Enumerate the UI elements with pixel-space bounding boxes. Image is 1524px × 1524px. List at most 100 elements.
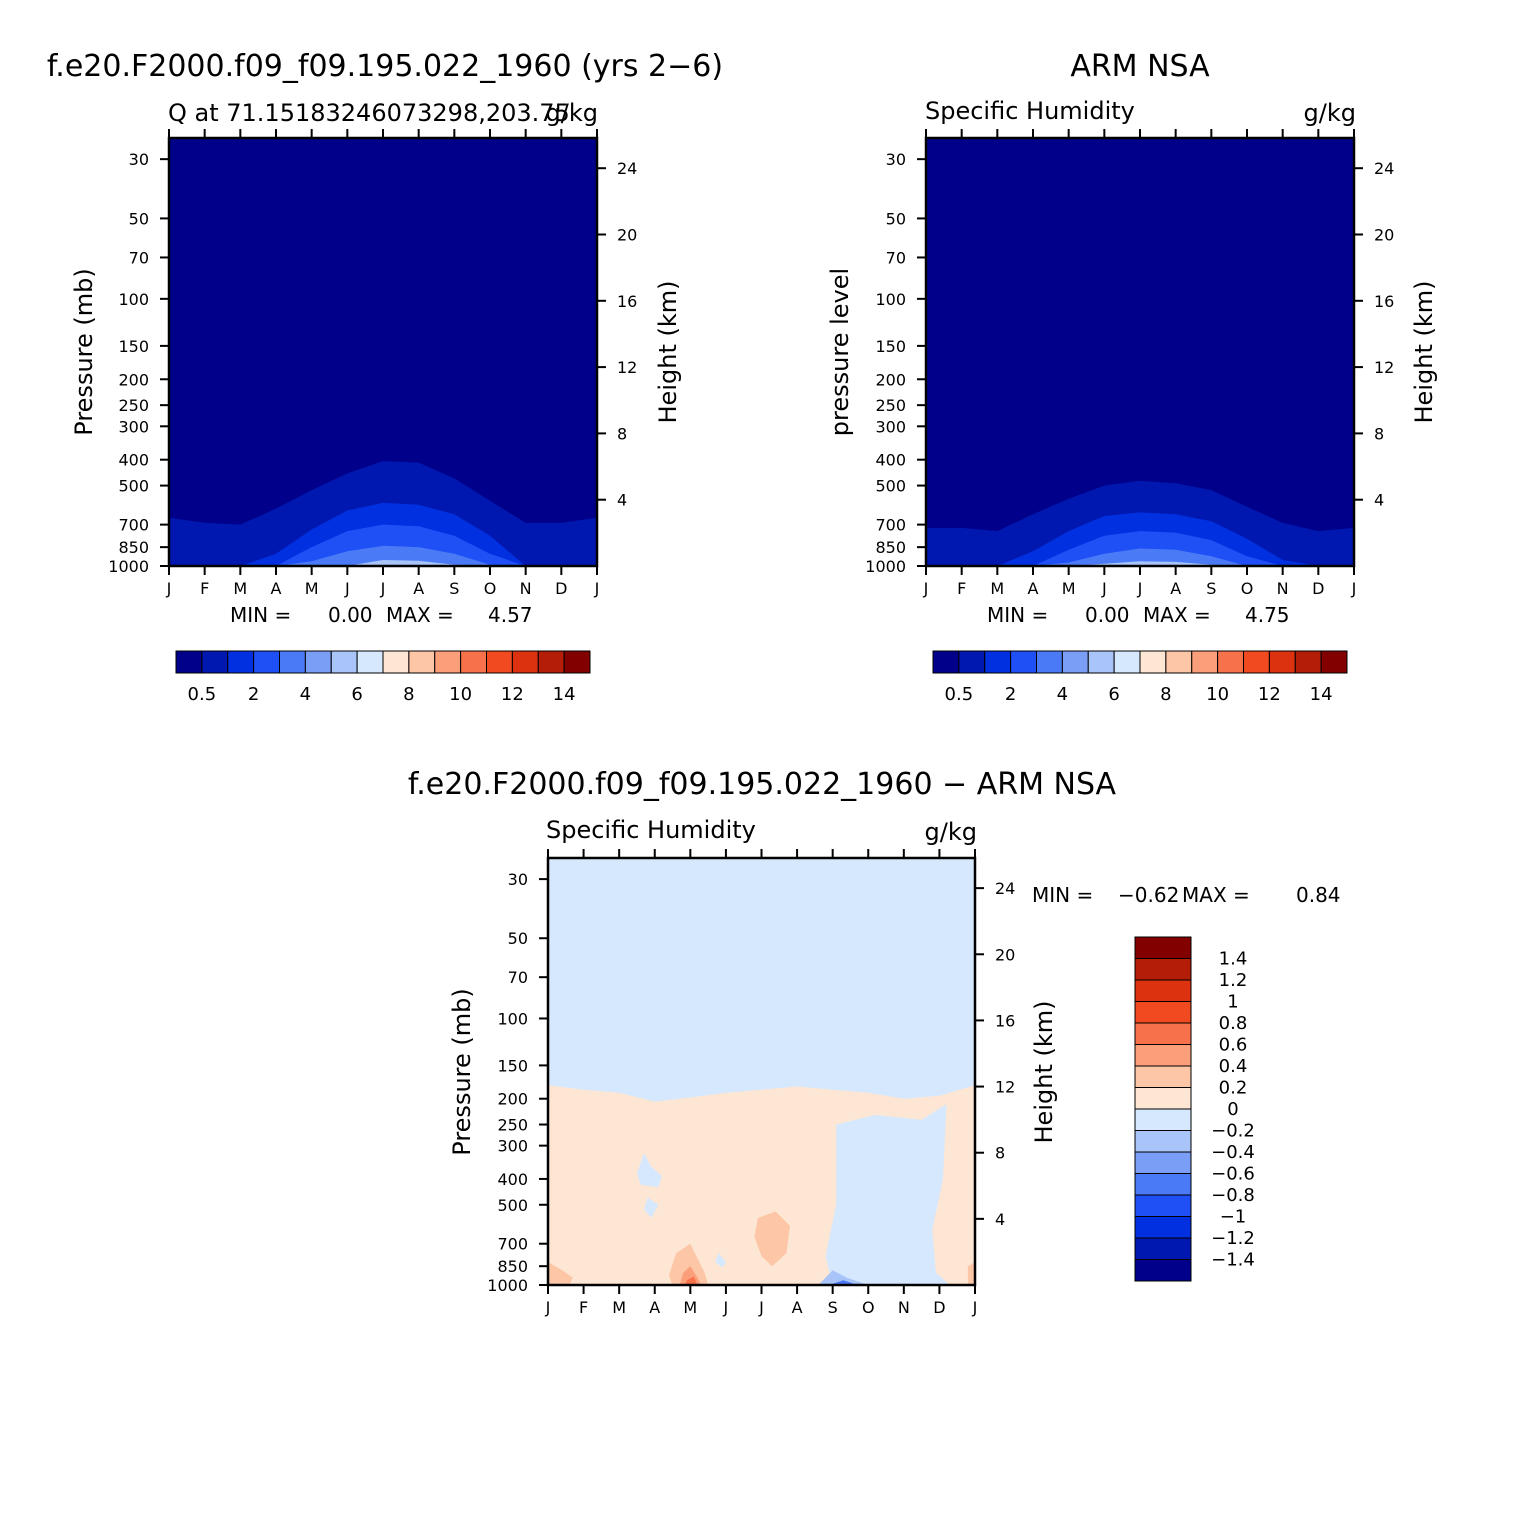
diff-ytick-right-label: 4 bbox=[995, 1210, 1005, 1229]
model-colorbar-label: 12 bbox=[501, 684, 524, 705]
obs-xtick-label: O bbox=[1241, 579, 1254, 598]
diff-left-subtitle: Specific Humidity bbox=[546, 816, 756, 844]
model-ytick-label: 250 bbox=[118, 396, 149, 415]
model-ytick-right-label: 24 bbox=[617, 159, 637, 178]
model-ytick-right-label: 8 bbox=[617, 424, 627, 443]
diff-xtick-label: A bbox=[792, 1298, 803, 1317]
obs-colorbar-box bbox=[1139, 650, 1167, 674]
diff-colorbar-label: 1.4 bbox=[1219, 949, 1248, 970]
model-left-subtitle: Q at 71.15183246073298,203.75 bbox=[168, 99, 570, 127]
obs-xtick-label: N bbox=[1277, 579, 1289, 598]
diff-negative-patch bbox=[644, 1197, 659, 1218]
model-xtick-label: S bbox=[449, 579, 459, 598]
obs-colorbar-box bbox=[1010, 650, 1037, 674]
diff-ytick-label: 850 bbox=[497, 1257, 528, 1276]
diff-xtick-label: D bbox=[933, 1298, 945, 1317]
model-colorbar-box bbox=[201, 650, 229, 674]
model-colorbar-box bbox=[304, 650, 332, 674]
diff-ytick-label: 100 bbox=[497, 1009, 528, 1028]
diff-positive-patch bbox=[669, 1243, 709, 1285]
diff-colorbar-label: −0.2 bbox=[1211, 1121, 1255, 1142]
diff-ytick-label: 500 bbox=[497, 1196, 528, 1215]
model-ytick-label: 200 bbox=[118, 370, 149, 389]
obs-colorbar-box bbox=[1217, 650, 1244, 674]
model-colorbar-box bbox=[175, 650, 203, 674]
diff-negative-patch bbox=[715, 1253, 726, 1268]
diff-ytick-label: 200 bbox=[497, 1090, 528, 1109]
model-colorbar-box bbox=[486, 650, 513, 674]
obs-left-subtitle: Specific Humidity bbox=[925, 97, 1135, 125]
diff-xtick-label: O bbox=[862, 1298, 875, 1317]
obs-right-subtitle: g/kg bbox=[1304, 99, 1356, 127]
obs-colorbar-label: 4 bbox=[1057, 684, 1068, 705]
obs-frame bbox=[924, 136, 1356, 568]
model-max-value: 4.57 bbox=[488, 603, 533, 627]
panel-diff: f.e20.F2000.f09_f09.195.022_1960 − ARM N… bbox=[408, 767, 1341, 1317]
obs-ytick-right-label: 8 bbox=[1374, 424, 1384, 443]
obs-max-value: 4.75 bbox=[1245, 603, 1290, 627]
obs-colorbar-box bbox=[1243, 650, 1270, 674]
obs-ytick-right-label: 20 bbox=[1374, 226, 1394, 245]
model-title: f.e20.F2000.f09_f09.195.022_1960 (yrs 2−… bbox=[47, 49, 723, 84]
obs-max-label: MAX = bbox=[1143, 603, 1211, 627]
diff-ytick-right-label: 20 bbox=[995, 945, 1015, 964]
obs-colorbar-box bbox=[1165, 650, 1193, 674]
diff-colorbar-box bbox=[1134, 1001, 1192, 1024]
model-colorbar-label: 6 bbox=[351, 684, 362, 705]
diff-colorbar-box bbox=[1134, 1108, 1192, 1131]
diff-ytick-right-label: 24 bbox=[995, 879, 1015, 898]
obs-colorbar-label: 14 bbox=[1310, 684, 1333, 705]
model-max-label: MAX = bbox=[386, 603, 454, 627]
obs-xtick-label: J bbox=[1351, 579, 1357, 598]
diff-colorbar-box bbox=[1134, 1087, 1192, 1110]
obs-plot-area: J F M A M J J A S O N D J 30 50 70 100 150 200 250 300 400 500… bbox=[865, 129, 1394, 598]
diff-frame bbox=[546, 856, 977, 1287]
obs-ytick-label: 100 bbox=[875, 290, 906, 309]
diff-colorbar-box bbox=[1134, 1151, 1192, 1174]
diff-colorbar-box bbox=[1134, 1044, 1192, 1067]
obs-ytick-right-label: 4 bbox=[1374, 491, 1384, 510]
model-colorbar-label: 14 bbox=[553, 684, 576, 705]
diff-positive-patch bbox=[967, 1262, 975, 1285]
model-ytick-label: 50 bbox=[129, 209, 149, 228]
obs-ytick-label: 500 bbox=[875, 477, 906, 496]
obs-xtick-label: A bbox=[1170, 579, 1181, 598]
diff-max-value: 0.84 bbox=[1296, 883, 1341, 907]
obs-colorbar: 0.5 2 4 6 8 10 12 14 bbox=[932, 650, 1348, 705]
obs-ytick-label: 200 bbox=[875, 370, 906, 389]
model-xtick-label: A bbox=[413, 579, 424, 598]
diff-colorbar-box bbox=[1134, 1237, 1192, 1260]
model-colorbar-box bbox=[511, 650, 539, 674]
diff-colorbar-label: −0.4 bbox=[1211, 1142, 1255, 1163]
diff-xtick-label: J bbox=[758, 1298, 764, 1317]
diff-ytick-right-label: 16 bbox=[995, 1011, 1015, 1030]
diff-colorbar-box bbox=[1134, 979, 1192, 1002]
diff-ytick-label: 150 bbox=[497, 1056, 528, 1075]
model-xtick-label: J bbox=[344, 579, 350, 598]
model-ytick-label: 700 bbox=[118, 516, 149, 535]
diff-ytick-label: 1000 bbox=[487, 1276, 528, 1295]
diff-colorbar-box bbox=[1134, 1065, 1192, 1088]
obs-xtick-label: M bbox=[1062, 579, 1076, 598]
model-frame bbox=[167, 136, 599, 568]
model-contour-level_2 bbox=[169, 524, 597, 566]
model-colorbar-box bbox=[253, 650, 280, 674]
model-xtick-label: N bbox=[520, 579, 532, 598]
diff-xtick-label: J bbox=[972, 1298, 978, 1317]
diff-xtick-label: N bbox=[898, 1298, 910, 1317]
model-colorbar-label: 2 bbox=[248, 684, 259, 705]
diff-colorbar-box bbox=[1134, 1173, 1192, 1196]
diff-xtick-label: J bbox=[545, 1298, 551, 1317]
diff-colorbar-label: −1.2 bbox=[1211, 1228, 1255, 1249]
obs-xtick-label: M bbox=[990, 579, 1004, 598]
model-min-label: MIN = bbox=[230, 603, 291, 627]
model-plot-area: J F M A M J J A S O N D J 30 50 70 100 150 200 250 300 400 500… bbox=[108, 129, 637, 598]
diff-min-value: −0.62 bbox=[1118, 883, 1179, 907]
diff-xtick-label: M bbox=[612, 1298, 626, 1317]
model-ytick-right-label: 12 bbox=[617, 358, 637, 377]
obs-title: ARM NSA bbox=[1070, 49, 1210, 84]
model-xtick-label: J bbox=[594, 579, 600, 598]
diff-positive-patch bbox=[754, 1211, 790, 1267]
diff-colorbar-label: 0.8 bbox=[1219, 1013, 1248, 1034]
model-colorbar-box bbox=[563, 650, 591, 674]
